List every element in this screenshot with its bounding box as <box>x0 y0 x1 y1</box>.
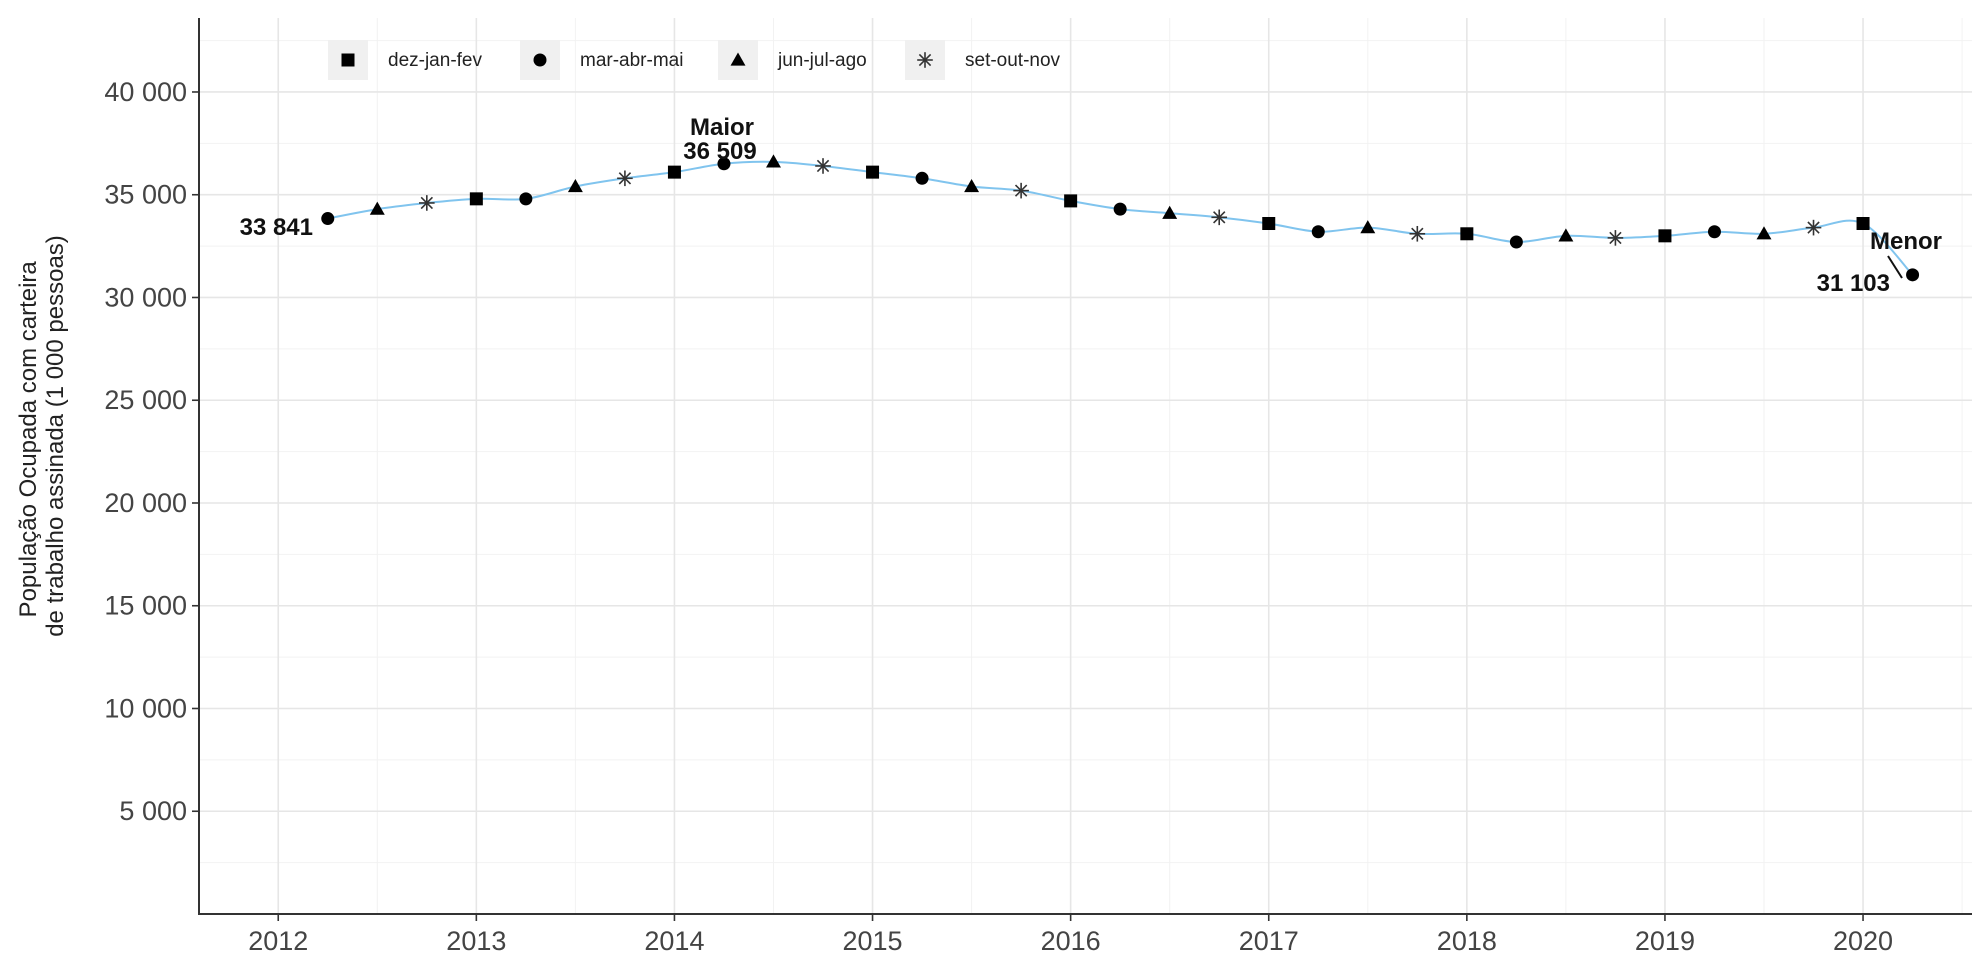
data-point-circle <box>1509 235 1523 249</box>
y-tick-label: 15 000 <box>104 591 187 621</box>
legend-label: mar-abr-mai <box>580 50 683 71</box>
data-point-circle <box>915 171 929 185</box>
x-tick-label: 2015 <box>843 926 903 956</box>
data-point-square <box>1856 217 1870 231</box>
ticks: 5 000 10 000 15 000 20 000 25 000 30 000 35 00… <box>104 77 1893 956</box>
legend-marker-circle <box>533 53 547 67</box>
data-point-triangle <box>766 154 781 168</box>
legend-marker-asterisk <box>917 52 933 68</box>
data-point-asterisk <box>1409 225 1426 242</box>
data-point-square <box>1460 227 1474 241</box>
legend-label: jun-jul-ago <box>777 50 867 71</box>
data-point-circle <box>321 212 335 226</box>
grid <box>199 18 1972 914</box>
max-title-label: Maior <box>690 114 754 141</box>
y-tick-label: 5 000 <box>119 796 187 826</box>
first-value-label: 33 841 <box>240 214 313 241</box>
data-point-asterisk <box>1805 219 1822 236</box>
legend-marker-triangle <box>730 52 746 66</box>
y-axis-title: População Ocupada com carteira de trabal… <box>15 235 69 637</box>
data-point-circle <box>519 192 533 206</box>
data-point-square <box>866 165 880 179</box>
y-tick-label: 30 000 <box>104 282 187 312</box>
data-point-triangle <box>1756 226 1772 240</box>
x-tick-label: 2020 <box>1833 926 1893 956</box>
legend-label: dez-jan-fev <box>388 50 482 71</box>
x-tick-label: 2013 <box>446 926 506 956</box>
x-tick-label: 2018 <box>1437 926 1497 956</box>
x-tick-label: 2012 <box>248 926 308 956</box>
data-point-square <box>1658 229 1672 243</box>
data-point-asterisk <box>1013 182 1029 199</box>
annotations: 33 841 Maior 36 509 Menor 31 103 <box>240 114 1942 297</box>
data-point-triangle <box>567 179 583 193</box>
y-tick-label: 25 000 <box>104 385 187 415</box>
legend: dez-jan-fev mar-abr-mai jun-jul-ago set-out… <box>328 40 1061 80</box>
data-point-asterisk <box>815 158 831 174</box>
data-point-asterisk <box>419 195 435 211</box>
series <box>321 154 1920 282</box>
data-point-triangle <box>1360 220 1376 234</box>
data-point-circle <box>1707 225 1721 239</box>
x-tick-label: 2019 <box>1635 926 1695 956</box>
y-axis-title-line-1: População Ocupada com carteira <box>15 261 42 618</box>
y-tick-label: 35 000 <box>104 180 187 210</box>
x-tick-label: 2016 <box>1041 926 1101 956</box>
y-axis-title-line-2: de trabalho assinada (1 000 pessoas) <box>42 235 69 637</box>
data-point-asterisk <box>1211 209 1228 226</box>
data-point-triangle <box>1558 228 1574 242</box>
min-label-leader <box>1887 255 1903 279</box>
min-title-label: Menor <box>1870 228 1942 255</box>
data-point-square <box>1262 217 1276 231</box>
max-value-label: 36 509 <box>683 138 756 165</box>
data-point-square <box>667 165 681 179</box>
data-point-asterisk <box>617 170 633 187</box>
data-point-circle <box>1311 225 1325 239</box>
data-point-triangle <box>369 201 385 215</box>
y-tick-label: 10 000 <box>104 693 187 723</box>
data-point-square <box>1064 194 1078 208</box>
y-tick-label: 20 000 <box>104 488 187 518</box>
y-tick-label: 40 000 <box>104 77 187 107</box>
data-point-square <box>469 192 483 206</box>
legend-marker-square <box>341 53 355 67</box>
data-point-circle <box>717 157 731 171</box>
legend-label: set-out-nov <box>965 50 1061 71</box>
data-point-triangle <box>964 179 980 193</box>
data-point-circle <box>1906 268 1920 282</box>
data-point-triangle <box>1162 205 1178 219</box>
x-tick-label: 2014 <box>644 926 704 956</box>
axes <box>198 18 1972 915</box>
data-point-asterisk <box>1607 230 1624 246</box>
min-value-label: 31 103 <box>1817 270 1890 297</box>
data-point-circle <box>1113 202 1127 216</box>
x-tick-label: 2017 <box>1239 926 1299 956</box>
